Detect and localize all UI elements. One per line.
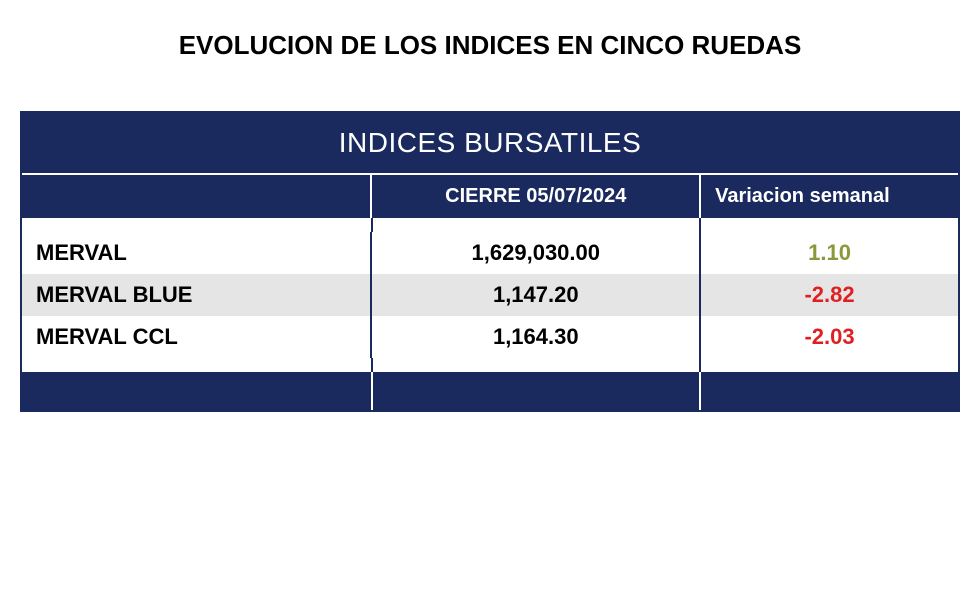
table-body: MERVAL1,629,030.001.10MERVAL BLUE1,147.2… [22,232,958,358]
cell-name: MERVAL CCL [22,316,370,358]
table-footer-band [22,372,958,410]
cell-name: MERVAL [22,232,370,274]
table-row: MERVAL1,629,030.001.10 [22,232,958,274]
col-header-value: CIERRE 05/07/2024 [370,173,699,218]
col-header-name [22,173,370,218]
cell-variation: -2.03 [699,316,958,358]
table-row: MERVAL BLUE1,147.20-2.82 [22,274,958,316]
indices-table: INDICES BURSATILES CIERRE 05/07/2024 Var… [20,111,960,412]
cell-value: 1,629,030.00 [370,232,699,274]
cell-variation: -2.82 [699,274,958,316]
cell-value: 1,147.20 [370,274,699,316]
spacer-row [22,358,958,372]
cell-name: MERVAL BLUE [22,274,370,316]
table-row: MERVAL CCL1,164.30-2.03 [22,316,958,358]
spacer-row [22,218,958,232]
table-header-band: INDICES BURSATILES [22,113,958,173]
table-subheader-row: CIERRE 05/07/2024 Variacion semanal [22,173,958,218]
cell-value: 1,164.30 [370,316,699,358]
col-header-variation: Variacion semanal [699,173,958,218]
cell-variation: 1.10 [699,232,958,274]
page-title: EVOLUCION DE LOS INDICES EN CINCO RUEDAS [20,30,960,61]
